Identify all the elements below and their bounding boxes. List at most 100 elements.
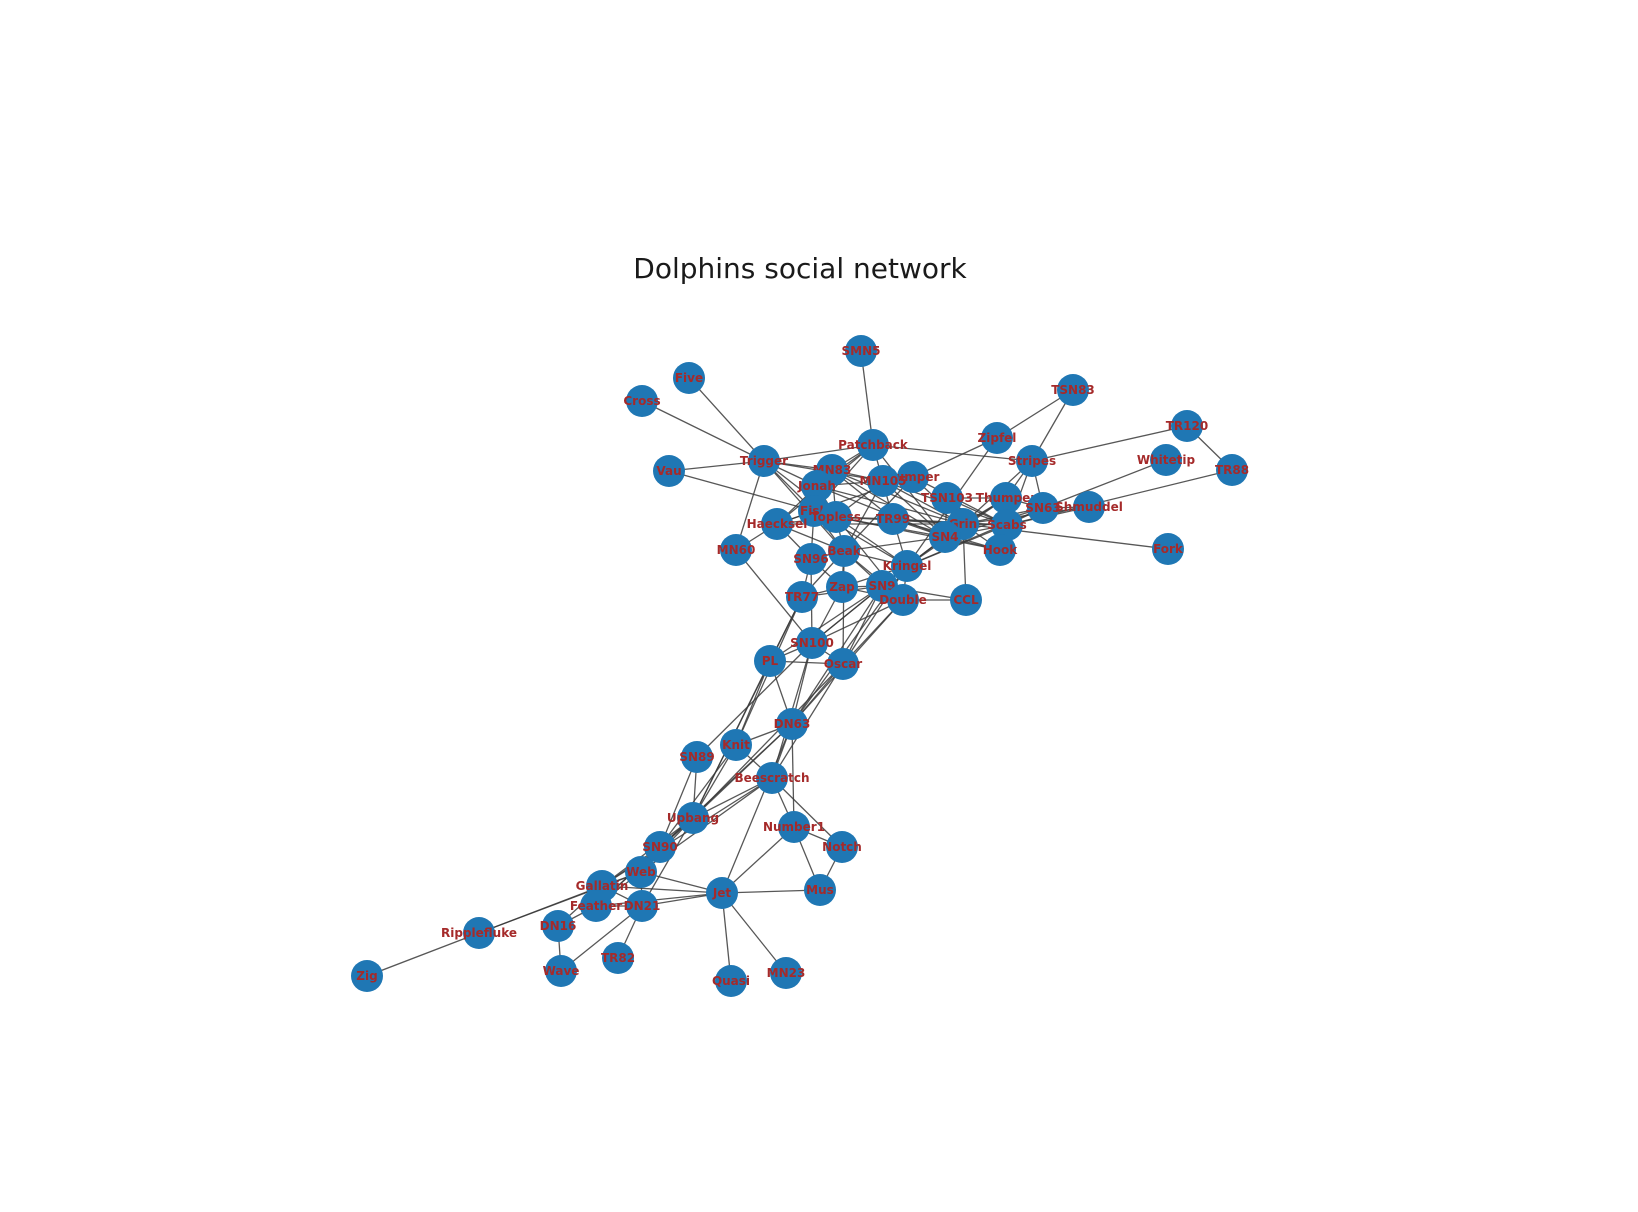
node-circle [984,534,1016,566]
edge-double-sn100 [811,599,904,644]
node-circle [1152,533,1184,565]
node-label: Haecksel [747,517,808,531]
node-label: MN105 [859,474,906,488]
node-label: Beescratch [734,771,809,785]
node-circle [786,581,818,613]
node-circle [820,501,852,533]
edge-sn89-sn90 [659,756,698,848]
node-quasi: Quasi [712,965,750,997]
edge-upbang-dn21 [641,817,694,907]
node-circle [706,877,738,909]
node-shmuddel: Shmuddel [1055,491,1123,523]
node-label: SN96 [793,552,828,566]
node-label: TR82 [601,951,635,965]
node-label: Vau [656,464,681,478]
edge-number1-jet [721,826,795,894]
node-label: Trigger [740,454,788,468]
node-label: TR88 [1215,463,1249,477]
node-label: Jonah [797,479,836,493]
edge-mn60-sn100 [735,549,813,644]
node-circle [929,521,961,553]
node-sn63: SN63 [1025,492,1061,524]
edge-topless-hook [835,516,1001,551]
node-circle [990,482,1022,514]
node-circle [1150,444,1182,476]
node-label: TR99 [876,512,910,526]
node-circle [801,470,833,502]
node-label: SN63 [1025,501,1060,515]
node-topless: Topless [811,501,861,533]
node-label: MN60 [717,543,756,557]
node-pl: PL [754,645,786,677]
node-circle [950,584,982,616]
node-ccl: CCL [950,584,982,616]
edge-jet-mn23 [721,892,787,974]
node-dn63: DN63 [774,708,810,740]
node-circle [626,890,658,922]
node-fork: Fork [1152,533,1184,565]
node-layer: SMN5 Five Cross TSN83 Patchback Zipfel TR120 Tr… [351,335,1249,997]
node-tr77: TR77 [785,581,819,613]
edge-whitetip-sn63 [1042,459,1167,509]
node-sn90: SN90 [642,831,678,863]
node-sn89: SN89 [679,741,715,773]
node-circle [1027,492,1059,524]
node-circle [580,890,612,922]
node-label: Cross [623,394,660,408]
edge-trigger-patchback [763,444,874,462]
node-circle [991,509,1023,541]
node-oscar: Oscar [824,648,863,680]
edge-gallatin-jet [601,885,723,894]
node-circle [542,910,574,942]
node-circle [845,335,877,367]
node-circle [625,856,657,888]
node-cross: Cross [623,385,661,417]
node-label: Bumper [887,470,940,484]
node-tsn83: TSN83 [1051,374,1095,406]
node-label: SMN5 [842,344,881,358]
node-label: SN9 [868,579,895,593]
node-label: Five [675,371,703,385]
node-sn4: SN4 [929,521,961,553]
node-circle [761,508,793,540]
node-circle [626,385,658,417]
node-circle [644,831,676,863]
node-stripes: Stripes [1008,445,1056,477]
node-sn100: SN100 [790,627,834,659]
node-label: Oscar [824,657,863,671]
node-label: TR120 [1166,419,1208,433]
node-dn16: DN16 [540,910,577,942]
node-circle [778,811,810,843]
edge-dn21-wave [560,905,643,972]
node-circle [931,482,963,514]
node-zap: Zap [826,571,858,603]
node-circle [1216,454,1248,486]
node-haecksel: Haecksel [747,508,808,540]
node-label: Double [879,593,927,607]
figure-title: Dolphins social network [633,252,967,285]
node-circle [545,955,577,987]
node-knit: Knit [720,729,752,761]
node-thumper: Thumper [976,482,1037,514]
edge-beescratch-notch [771,777,843,848]
node-label: Thumper [976,491,1037,505]
node-circle [828,535,860,567]
node-label: Web [626,865,656,879]
edge-sn4-beak [843,536,946,552]
node-zig: Zig [351,960,383,992]
node-circle [756,762,788,794]
node-circle [602,942,634,974]
node-number1: Number1 [763,811,825,843]
edge-dn63-jet [721,723,793,894]
edge-layer [366,350,1233,982]
node-tr88: TR88 [1215,454,1249,486]
node-label: SN89 [679,750,714,764]
node-tsn103: TSN103 [921,482,973,514]
node-label: Number1 [763,820,825,834]
node-circle [1171,410,1203,442]
node-label: SN100 [790,636,834,650]
node-label: DN16 [540,919,577,933]
node-zipfel: Zipfel [978,422,1016,454]
node-circle [826,571,858,603]
